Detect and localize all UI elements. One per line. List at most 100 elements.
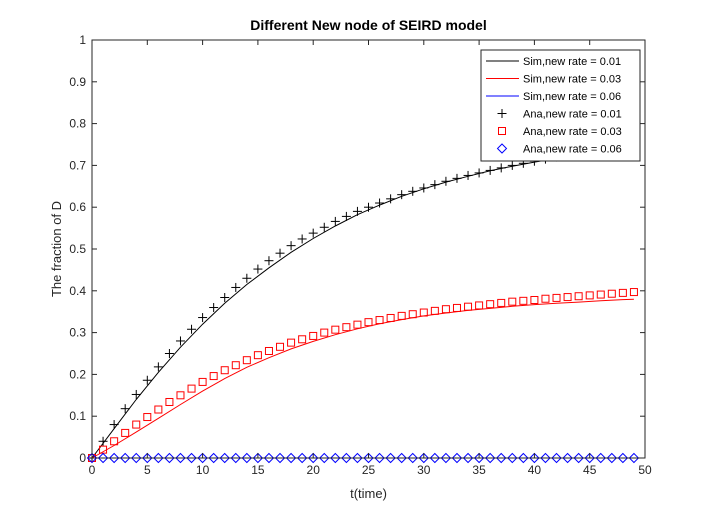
data-point [341,211,351,221]
data-point [285,452,297,464]
data-point [186,452,197,464]
data-point [307,452,319,464]
data-point [197,452,208,464]
data-point [374,452,385,464]
data-point [108,452,120,464]
data-point [263,452,275,464]
series-1 [91,298,634,459]
data-point [430,306,439,315]
data-point [264,346,273,355]
data-point [485,165,495,175]
data-point [176,391,185,400]
legend-label: Sim,new rate = 0.01 [523,56,621,68]
data-marks [86,140,640,464]
data-point [165,397,174,406]
y-tick-label: 1 [79,33,86,47]
data-point [452,303,461,312]
y-tick-label: 0.4 [69,284,86,298]
data-point [464,302,473,311]
data-point [319,452,330,464]
data-point [419,308,428,317]
data-point [175,336,185,346]
x-tick-label: 50 [638,463,652,477]
data-point [628,452,640,464]
legend-label: Ana,new rate = 0.06 [523,144,622,156]
data-point [396,452,407,464]
data-point [198,313,208,323]
data-point [242,273,252,283]
data-point [330,452,341,464]
data-point [463,170,473,180]
data-point [595,452,606,464]
data-point [462,452,474,464]
data-point [618,288,627,297]
data-point [486,300,495,309]
legend: Sim,new rate = 0.01 Sim,new rate = 0.03 Si… [480,49,641,162]
y-tick-label: 0.3 [69,326,86,340]
data-point [441,305,450,314]
data-point [242,356,251,365]
series-4 [88,288,638,462]
data-point [132,420,141,429]
legend-label: Ana,new rate = 0.03 [523,126,622,138]
data-point [508,297,517,306]
data-point [397,190,407,200]
legend-label: Sim,new rate = 0.06 [523,91,621,103]
data-point [331,325,340,334]
chart-title: Different New node of SEIRD model [250,17,486,33]
series-5 [86,452,640,464]
data-point [617,452,629,464]
data-point [109,420,119,430]
data-point [484,452,496,464]
data-point [607,289,616,298]
data-point [286,241,296,251]
data-point [164,452,175,464]
x-tick-label: 25 [362,463,376,477]
x-axis-label: t(time) [350,486,387,501]
data-point [440,452,452,464]
y-tick-label: 0.5 [69,242,86,256]
data-point [110,437,119,446]
data-point [562,452,573,464]
data-point [496,163,506,173]
y-tick-label: 0.2 [69,367,86,381]
x-tick-label: 20 [307,463,321,477]
data-point [175,452,186,464]
data-point [352,452,363,464]
data-point [219,452,230,464]
data-point [386,313,395,322]
data-point [297,234,307,244]
data-point [241,452,253,464]
legend-box [480,49,641,162]
data-point [98,436,108,446]
data-point [153,452,164,464]
data-point [97,452,109,464]
data-point [86,452,98,464]
data-point [231,361,240,370]
data-point [474,168,484,178]
x-tick-label: 0 [89,463,96,477]
data-point [164,349,174,358]
data-point [496,452,507,464]
legend-swatch-marker [496,143,508,154]
data-point [353,320,362,329]
data-point [352,206,362,216]
data-point [386,194,396,204]
legend-item: Ana,new rate = 0.03 [498,126,622,138]
data-point [153,362,163,372]
data-point [530,295,539,304]
data-point [287,338,296,347]
x-tick-label: 40 [528,463,542,477]
data-point [298,335,307,344]
series-line [91,298,634,459]
data-point [276,342,285,351]
data-point [541,294,550,303]
data-point [253,351,262,360]
data-point [252,452,264,464]
data-point [264,256,274,266]
data-point [574,292,583,301]
data-point [121,428,130,437]
data-point [563,293,572,302]
data-point [341,452,352,464]
